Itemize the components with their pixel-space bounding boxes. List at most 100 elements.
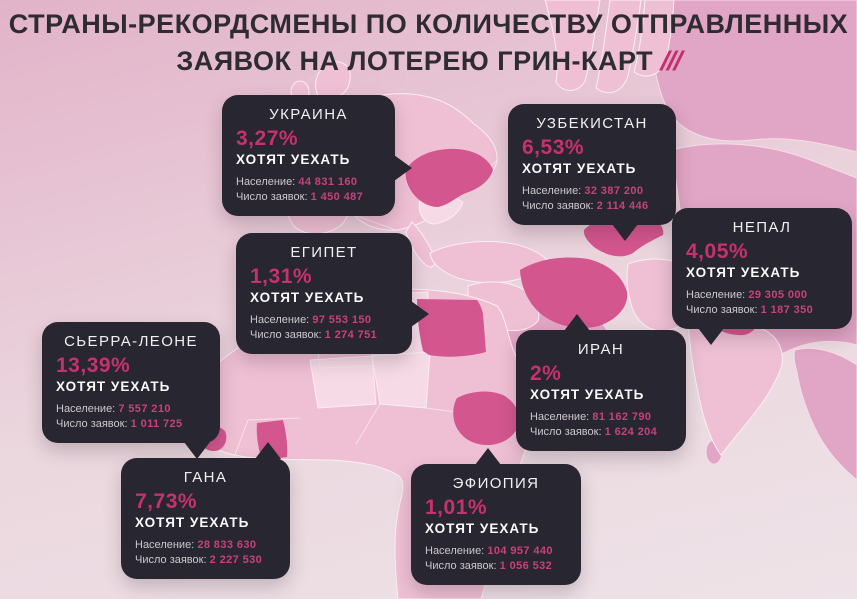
population-value: 29 305 000: [748, 289, 808, 302]
callout-tail-uzbekistan: [612, 223, 638, 241]
population-value: 28 833 630: [197, 539, 257, 552]
applications-value: 1 056 532: [499, 560, 553, 573]
map-region-sweden-finland: [595, 0, 642, 94]
want-to-leave-label: ХОТЯТ УЕХАТЬ: [530, 387, 645, 403]
population-label: Население:: [56, 403, 116, 416]
population-row: Население: 104 957 440: [425, 544, 567, 559]
page-title: СТРАНЫ-РЕКОРДСМЕНЫ ПО КОЛИЧЕСТВУ ОТПРАВЛ…: [0, 6, 857, 81]
country-percent: 13,39%: [56, 354, 131, 377]
country-name: ГАНА: [183, 469, 228, 486]
applications-value: 1 187 350: [760, 304, 814, 317]
want-to-leave-label: ХОТЯТ УЕХАТЬ: [135, 515, 250, 531]
map-region-niger: [309, 355, 377, 409]
population-value: 32 387 200: [584, 185, 644, 198]
callout-tail-ghana: [255, 442, 281, 459]
applications-row: Число заявок: 2 114 446: [522, 199, 662, 214]
population-label: Население:: [686, 289, 746, 302]
population-row: Население: 81 162 790: [530, 410, 672, 425]
country-percent: 2%: [530, 362, 562, 385]
callout-tail-sierra-leone: [184, 441, 210, 459]
country-name: УКРАИНА: [269, 106, 348, 123]
country-name: УЗБЕКИСТАН: [536, 115, 648, 132]
applications-row: Число заявок: 2 227 530: [135, 553, 276, 568]
country-name: ЭФИОПИЯ: [452, 475, 540, 492]
applications-row: Число заявок: 1 624 204: [530, 425, 672, 440]
callout-ghana: ГАНА 7,73% ХОТЯТ УЕХАТЬ Население: 28 83…: [121, 442, 290, 579]
callout-ukraine: УКРАИНА 3,27% ХОТЯТ УЕХАТЬ Население: 44…: [222, 95, 412, 216]
want-to-leave-label: ХОТЯТ УЕХАТЬ: [522, 161, 637, 177]
population-label: Население:: [135, 539, 195, 552]
applications-label: Число заявок:: [425, 560, 497, 573]
map-country-egypt: [417, 299, 486, 357]
map-region-scandinavia: [544, 0, 601, 91]
population-label: Население:: [236, 176, 296, 189]
want-to-leave-label: ХОТЯТ УЕХАТЬ: [56, 379, 171, 395]
want-to-leave-label: ХОТЯТ УЕХАТЬ: [236, 152, 351, 168]
applications-value: 1 274 751: [324, 329, 378, 342]
country-percent: 3,27%: [236, 127, 299, 150]
population-row: Население: 32 387 200: [522, 184, 662, 199]
applications-label: Число заявок:: [686, 304, 758, 317]
population-label: Население:: [530, 411, 590, 424]
callout-iran: ИРАН 2% ХОТЯТ УЕХАТЬ Население: 81 162 7…: [516, 314, 686, 451]
title-line2: ЗАЯВОК НА ЛОТЕРЕЮ ГРИН-КАРТ: [176, 46, 654, 77]
applications-value: 1 450 487: [310, 191, 364, 204]
population-row: Население: 28 833 630: [135, 538, 276, 553]
country-percent: 6,53%: [522, 136, 585, 159]
callout-tail-ukraine: [394, 155, 412, 181]
country-name: СЬЕРРА-ЛЕОНЕ: [64, 333, 198, 350]
callout-tail-egypt: [411, 301, 429, 327]
callout-nepal: НЕПАЛ 4,05% ХОТЯТ УЕХАТЬ Население: 29 3…: [672, 208, 852, 345]
callout-tail-nepal: [698, 327, 724, 345]
country-percent: 1,31%: [250, 265, 313, 288]
map-region-southeast-asia: [793, 347, 857, 481]
applications-row: Число заявок: 1 056 532: [425, 559, 567, 574]
country-name: НЕПАЛ: [732, 219, 792, 236]
applications-label: Число заявок:: [522, 200, 594, 213]
map-country-iran: [520, 257, 628, 328]
want-to-leave-label: ХОТЯТ УЕХАТЬ: [686, 265, 801, 281]
map-country-ethiopia: [453, 391, 520, 445]
country-percent: 4,05%: [686, 240, 749, 263]
applications-row: Число заявок: 1 187 350: [686, 303, 838, 318]
applications-value: 1 011 725: [130, 418, 183, 431]
country-percent: 7,73%: [135, 490, 198, 513]
population-row: Население: 29 305 000: [686, 288, 838, 303]
callout-tail-iran: [564, 314, 590, 331]
title-slashes-icon: ///: [659, 46, 683, 77]
applications-row: Число заявок: 1 011 725: [56, 417, 206, 432]
population-row: Население: 7 557 210: [56, 402, 206, 417]
callout-tail-ethiopia: [475, 448, 501, 465]
country-name: ЕГИПЕТ: [290, 244, 358, 261]
callout-sierra-leone: СЬЕРРА-ЛЕОНЕ 13,39% ХОТЯТ УЕХАТЬ Населен…: [42, 322, 220, 459]
callout-uzbekistan: УЗБЕКИСТАН 6,53% ХОТЯТ УЕХАТЬ Население:…: [508, 104, 676, 241]
applications-row: Число заявок: 1 274 751: [250, 328, 398, 343]
population-label: Население:: [522, 185, 582, 198]
applications-value: 1 624 204: [604, 426, 658, 439]
population-label: Население:: [250, 314, 310, 327]
want-to-leave-label: ХОТЯТ УЕХАТЬ: [250, 290, 365, 306]
map-region-italy: [405, 221, 436, 268]
population-value: 7 557 210: [118, 403, 171, 416]
map-region-india: [687, 318, 783, 456]
applications-label: Число заявок:: [530, 426, 602, 439]
population-value: 104 957 440: [487, 545, 553, 558]
applications-label: Число заявок:: [135, 554, 207, 567]
map-country-ukraine: [405, 148, 493, 207]
population-value: 81 162 790: [592, 411, 652, 424]
applications-value: 2 227 530: [209, 554, 263, 567]
applications-label: Число заявок:: [236, 191, 308, 204]
applications-label: Число заявок:: [250, 329, 322, 342]
population-value: 44 831 160: [298, 176, 358, 189]
callout-egypt: ЕГИПЕТ 1,31% ХОТЯТ УЕХАТЬ Население: 97 …: [236, 233, 429, 354]
country-percent: 1,01%: [425, 496, 488, 519]
want-to-leave-label: ХОТЯТ УЕХАТЬ: [425, 521, 540, 537]
title-line1: СТРАНЫ-РЕКОРДСМЕНЫ ПО КОЛИЧЕСТВУ ОТПРАВЛ…: [8, 9, 849, 39]
map-region-finland: [633, 0, 675, 77]
applications-row: Число заявок: 1 450 487: [236, 190, 381, 205]
map-region-chad: [371, 351, 431, 409]
callout-ethiopia: ЭФИОПИЯ 1,01% ХОТЯТ УЕХАТЬ Население: 10…: [411, 448, 581, 585]
applications-value: 2 114 446: [596, 200, 649, 213]
country-name: ИРАН: [577, 341, 625, 358]
